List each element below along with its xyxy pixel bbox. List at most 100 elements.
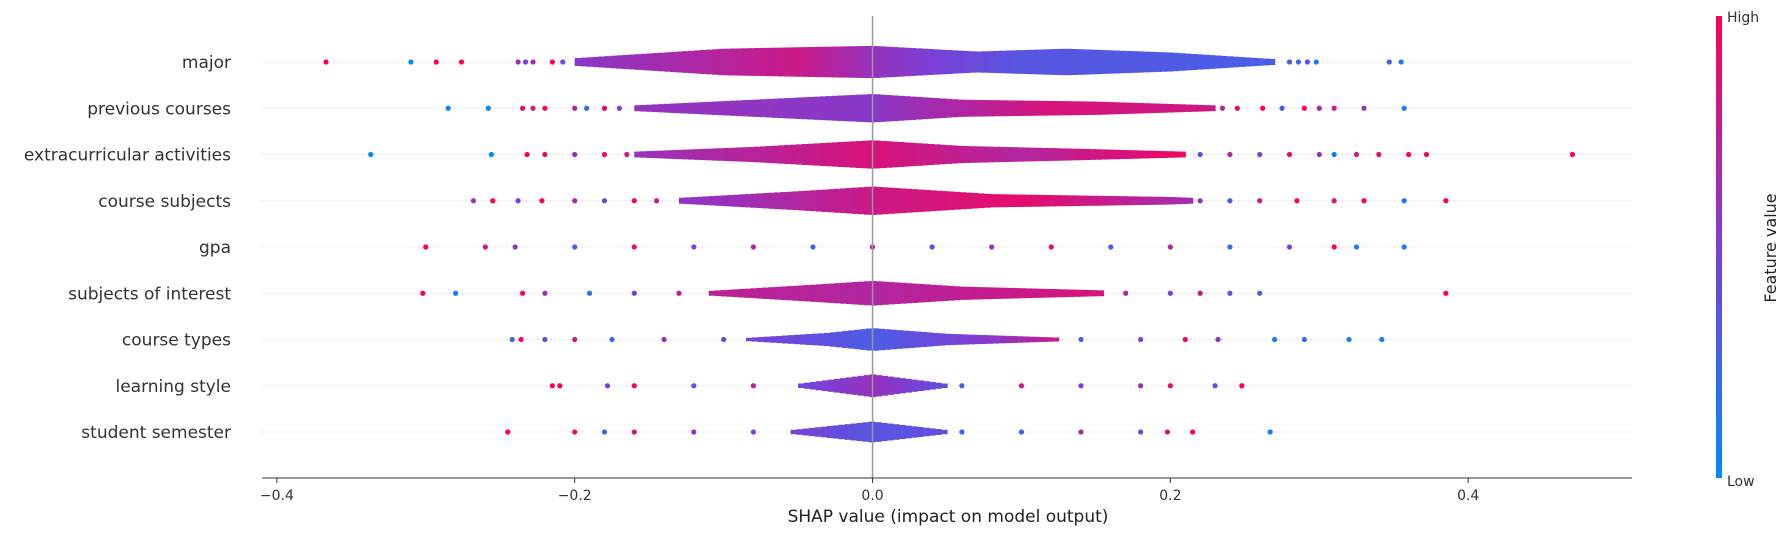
violin-segment: [1162, 196, 1170, 205]
violin-segment: [1149, 103, 1156, 114]
violin-segment: [914, 331, 921, 348]
violin-segment: [634, 105, 641, 112]
violin-segment: [1079, 195, 1086, 206]
violin-segment: [1113, 50, 1120, 74]
violin-segment: [754, 48, 761, 76]
violin-segment: [807, 143, 815, 166]
violin-segment: [905, 378, 912, 393]
shap-point: [631, 383, 637, 389]
shap-point: [691, 244, 697, 250]
violin-segment: [806, 334, 813, 345]
violin-segment: [1040, 337, 1048, 342]
violin-segment: [798, 383, 805, 389]
violin-segment: [1049, 195, 1056, 207]
shap-point: [654, 198, 660, 204]
violin-segment: [652, 53, 660, 71]
shap-point: [572, 429, 578, 435]
shap-point: [1137, 429, 1144, 435]
violin-segment: [929, 190, 937, 212]
violin-segment: [1025, 194, 1033, 207]
shap-point: [1316, 105, 1322, 111]
violin-segment: [1053, 148, 1061, 161]
shap-point: [1295, 59, 1302, 65]
violin-segment: [934, 429, 942, 435]
shap-point: [509, 336, 515, 343]
violin-segment: [888, 187, 895, 214]
shap-point: [549, 59, 555, 65]
violin-segment: [1005, 50, 1012, 74]
violin-segment: [760, 99, 767, 118]
violin-segment: [1029, 147, 1037, 162]
shap-point: [1212, 383, 1218, 389]
violin-segment: [628, 54, 636, 70]
shap-point: [1294, 198, 1300, 204]
violin-segment: [1089, 49, 1096, 75]
violin-segment: [965, 192, 973, 209]
violin-segment: [935, 190, 943, 211]
violin-segment: [756, 287, 764, 299]
violin-segment: [748, 146, 755, 162]
shap-point: [631, 244, 637, 250]
violin-segment: [879, 94, 887, 122]
violin-segment: [658, 104, 665, 113]
shap-point: [1331, 105, 1337, 111]
violin-segment: [1053, 101, 1060, 116]
shap-point: [1197, 198, 1203, 204]
shap-point: [572, 198, 578, 204]
shap-point: [1215, 336, 1221, 343]
violin-segment: [1053, 49, 1060, 75]
shap-point: [1443, 198, 1449, 204]
violin-segment: [911, 379, 918, 392]
violin-segment: [616, 55, 624, 69]
violin-segment: [957, 99, 965, 117]
shap-point: [601, 105, 608, 111]
violin-segment: [864, 186, 871, 215]
violin-segment: [882, 187, 889, 215]
violin-segment: [939, 98, 947, 119]
violin-segment: [843, 95, 851, 122]
violin-segment: [903, 47, 911, 77]
violin-segment: [840, 282, 847, 304]
violin-segment: [903, 142, 911, 167]
violin-segment: [664, 52, 672, 72]
shap-point: [721, 336, 727, 343]
violin-segment: [891, 95, 899, 122]
violin-segment: [933, 49, 941, 75]
violin-segment: [933, 144, 941, 165]
violin-segment: [1160, 52, 1168, 72]
violin-segment: [1119, 102, 1126, 115]
violin-segment: [750, 193, 758, 208]
violin-segment: [821, 380, 829, 392]
shap-point: [512, 244, 518, 250]
violin-segment: [1001, 287, 1009, 299]
violin-segment: [929, 381, 936, 390]
violin-segment: [861, 46, 869, 79]
violin-segment: [899, 188, 907, 214]
violin-segment: [947, 191, 955, 211]
violin-segment: [1019, 194, 1027, 207]
violin-segment: [1071, 48, 1078, 75]
shap-point: [368, 151, 374, 158]
violin-segment: [840, 188, 847, 214]
violin-segment: [852, 282, 859, 305]
violin-segment: [776, 335, 783, 344]
violin-segment: [986, 335, 994, 344]
outlier-points: [323, 59, 1576, 435]
violin-segment: [867, 94, 875, 123]
violin-segment: [908, 331, 915, 348]
violin-segment: [1131, 102, 1138, 114]
violin-segment: [720, 290, 728, 297]
violin-segment: [1220, 55, 1228, 69]
violin-segment: [1137, 150, 1144, 159]
violin-segment: [676, 51, 683, 73]
violin-segment: [828, 283, 835, 303]
violin-segment: [851, 376, 859, 395]
violin-segment: [810, 284, 817, 302]
violin-segment: [833, 378, 841, 393]
violin-segment: [1167, 103, 1174, 113]
violin-segment: [816, 284, 823, 303]
violin-segment: [890, 329, 897, 350]
shap-point: [1227, 290, 1233, 296]
violin-segment: [1107, 149, 1114, 160]
violin-segment: [987, 146, 995, 163]
